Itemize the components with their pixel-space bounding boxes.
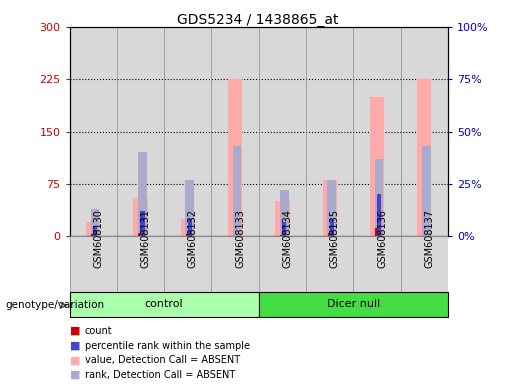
Bar	[70, 292, 259, 317]
Bar	[139, 233, 143, 236]
Text: GSM608136: GSM608136	[377, 210, 387, 268]
Bar	[276, 201, 289, 236]
Text: Dicer null: Dicer null	[327, 299, 380, 310]
Bar	[86, 222, 100, 236]
Bar	[377, 194, 381, 236]
Text: GSM608135: GSM608135	[330, 209, 340, 268]
Bar	[233, 146, 242, 236]
Bar	[259, 27, 306, 236]
Bar	[185, 180, 194, 236]
Text: GSM608132: GSM608132	[188, 209, 198, 268]
Text: control: control	[145, 299, 183, 310]
Bar	[306, 236, 353, 292]
Bar	[323, 180, 337, 236]
Bar	[370, 97, 384, 236]
Text: ■: ■	[70, 370, 80, 380]
Bar	[259, 236, 306, 292]
Text: GSM608133: GSM608133	[235, 210, 245, 268]
Text: GSM608134: GSM608134	[282, 210, 293, 268]
Bar	[117, 236, 164, 292]
Text: ■: ■	[70, 341, 80, 351]
Bar	[375, 228, 379, 236]
Bar	[70, 236, 117, 292]
Text: GSM608137: GSM608137	[424, 209, 434, 268]
Bar	[259, 292, 448, 317]
Bar	[138, 152, 147, 236]
Bar	[186, 234, 190, 236]
Bar	[93, 226, 97, 236]
Bar	[280, 190, 288, 236]
Text: ■: ■	[70, 355, 80, 365]
Bar	[328, 180, 336, 236]
Bar	[330, 219, 334, 236]
Text: count: count	[85, 326, 113, 336]
Bar	[164, 236, 212, 292]
Bar	[212, 236, 259, 292]
Text: percentile rank within the sample: percentile rank within the sample	[85, 341, 250, 351]
Text: GDS5234 / 1438865_at: GDS5234 / 1438865_at	[177, 13, 338, 27]
Bar	[187, 219, 192, 236]
Bar	[353, 236, 401, 292]
Bar	[133, 198, 148, 236]
Bar	[181, 219, 195, 236]
Text: rank, Detection Call = ABSENT: rank, Detection Call = ABSENT	[85, 370, 235, 380]
Bar	[70, 27, 117, 236]
Bar	[375, 159, 383, 236]
Bar	[417, 79, 432, 236]
Text: value, Detection Call = ABSENT: value, Detection Call = ABSENT	[85, 355, 240, 365]
Bar	[117, 27, 164, 236]
Bar	[280, 235, 285, 236]
Bar	[91, 209, 99, 236]
Text: ■: ■	[70, 326, 80, 336]
Text: genotype/variation: genotype/variation	[5, 300, 104, 310]
Text: GSM608130: GSM608130	[93, 210, 103, 268]
Bar	[228, 79, 242, 236]
Bar	[401, 27, 448, 236]
Bar	[282, 222, 286, 236]
Bar	[140, 211, 145, 236]
Bar	[328, 233, 332, 236]
Bar	[353, 27, 401, 236]
Bar	[306, 27, 353, 236]
Bar	[164, 27, 212, 236]
Bar	[212, 27, 259, 236]
Bar	[91, 234, 95, 236]
Bar	[422, 146, 431, 236]
Text: GSM608131: GSM608131	[141, 210, 150, 268]
Bar	[401, 236, 448, 292]
